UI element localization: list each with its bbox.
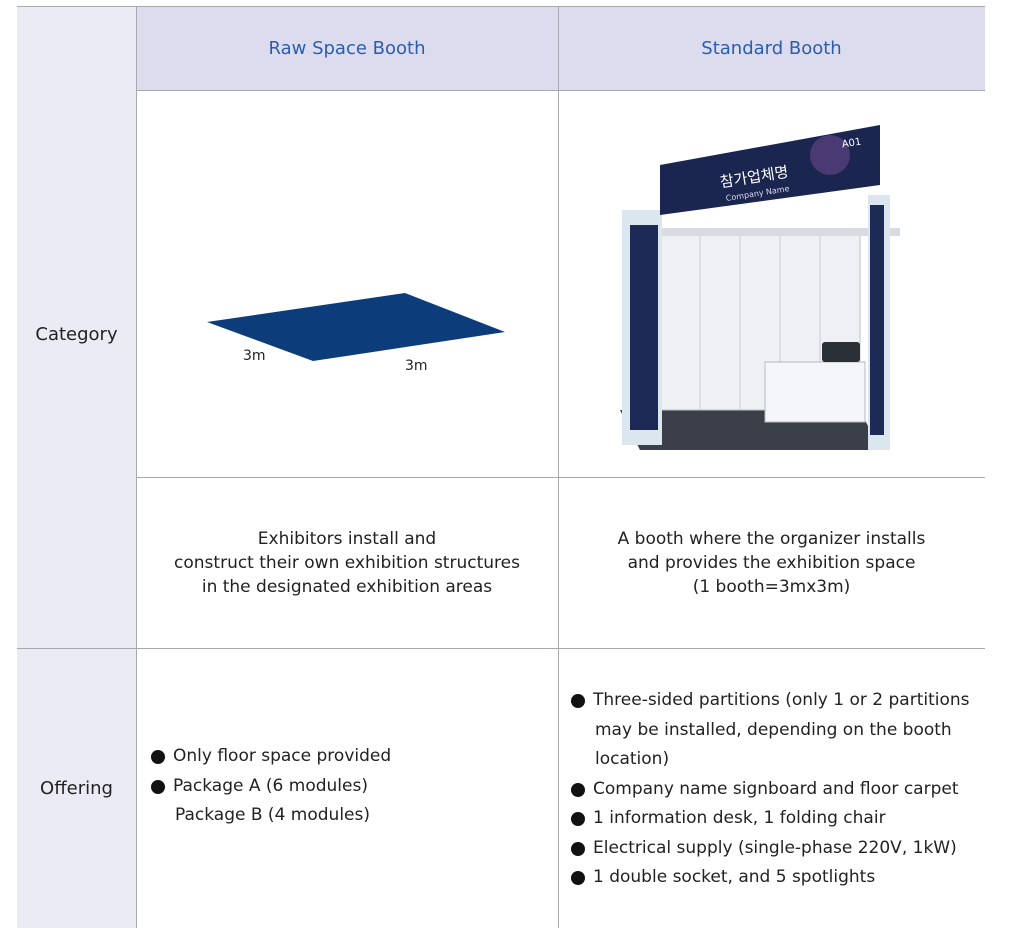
offering-list: Only floor space provided Package A (6 mo…: [151, 742, 391, 831]
bullet-item: Company name signboard and floor carpet: [571, 775, 970, 805]
bullet-text: Only floor space provided: [151, 742, 391, 772]
bullet-item: Three-sided partitions (only 1 or 2 part…: [571, 686, 970, 775]
bullet-text: location): [595, 749, 670, 769]
booth-illustration: 참가업체명 Company Name A01: [620, 125, 900, 450]
row-label: Category: [35, 324, 118, 345]
bullet-text: Three-sided partitions (only 1 or 2 part…: [571, 686, 970, 716]
bullet-text: 1 information desk, 1 folding chair: [571, 804, 970, 834]
bullet-text: 1 double socket, and 5 spotlights: [571, 863, 970, 893]
bullet-item: 1 information desk, 1 folding chair: [571, 804, 970, 834]
dimension-label: 3m: [405, 358, 428, 374]
offering-list: Three-sided partitions (only 1 or 2 part…: [571, 686, 970, 893]
description-line: (1 booth=3mx3m): [692, 577, 851, 597]
floor-diagram: 3m 3m: [207, 293, 505, 374]
bullet-item: Package A (6 modules) Package B (4 module…: [151, 772, 391, 831]
column-header: Raw Space Booth: [268, 37, 426, 59]
description-line: in the designated exhibition areas: [201, 577, 493, 597]
description-line: construct their own exhibition structure…: [174, 553, 520, 573]
description-line: Exhibitors install and: [257, 529, 437, 549]
label-column: [17, 6, 136, 928]
floor-area: [207, 293, 505, 361]
description: A booth where the organizer installs and …: [558, 527, 985, 599]
bullet-text: Package B (4 modules): [175, 805, 370, 825]
description: Exhibitors install and construct their ow…: [136, 527, 558, 599]
bullet-item: Electrical supply (single-phase 220V, 1k…: [571, 834, 970, 864]
description-line: A booth where the organizer installs: [617, 529, 926, 549]
bullet-text: Electrical supply (single-phase 220V, 1k…: [571, 834, 970, 864]
bullet-item: Only floor space provided: [151, 742, 391, 772]
bullet-text: may be installed, depending on the booth: [595, 719, 952, 740]
description-line: and provides the exhibition space: [627, 553, 916, 573]
header-row: [136, 6, 985, 90]
bullet-text: Company name signboard and floor carpet: [571, 775, 970, 805]
booth-number: A01: [841, 137, 862, 151]
column-header: Standard Booth: [701, 37, 842, 59]
bullet-text: Package A (6 modules): [151, 772, 391, 802]
dimension-label: 3m: [243, 348, 266, 364]
row-label: Offering: [40, 778, 113, 799]
bullet-item: 1 double socket, and 5 spotlights: [571, 863, 970, 893]
